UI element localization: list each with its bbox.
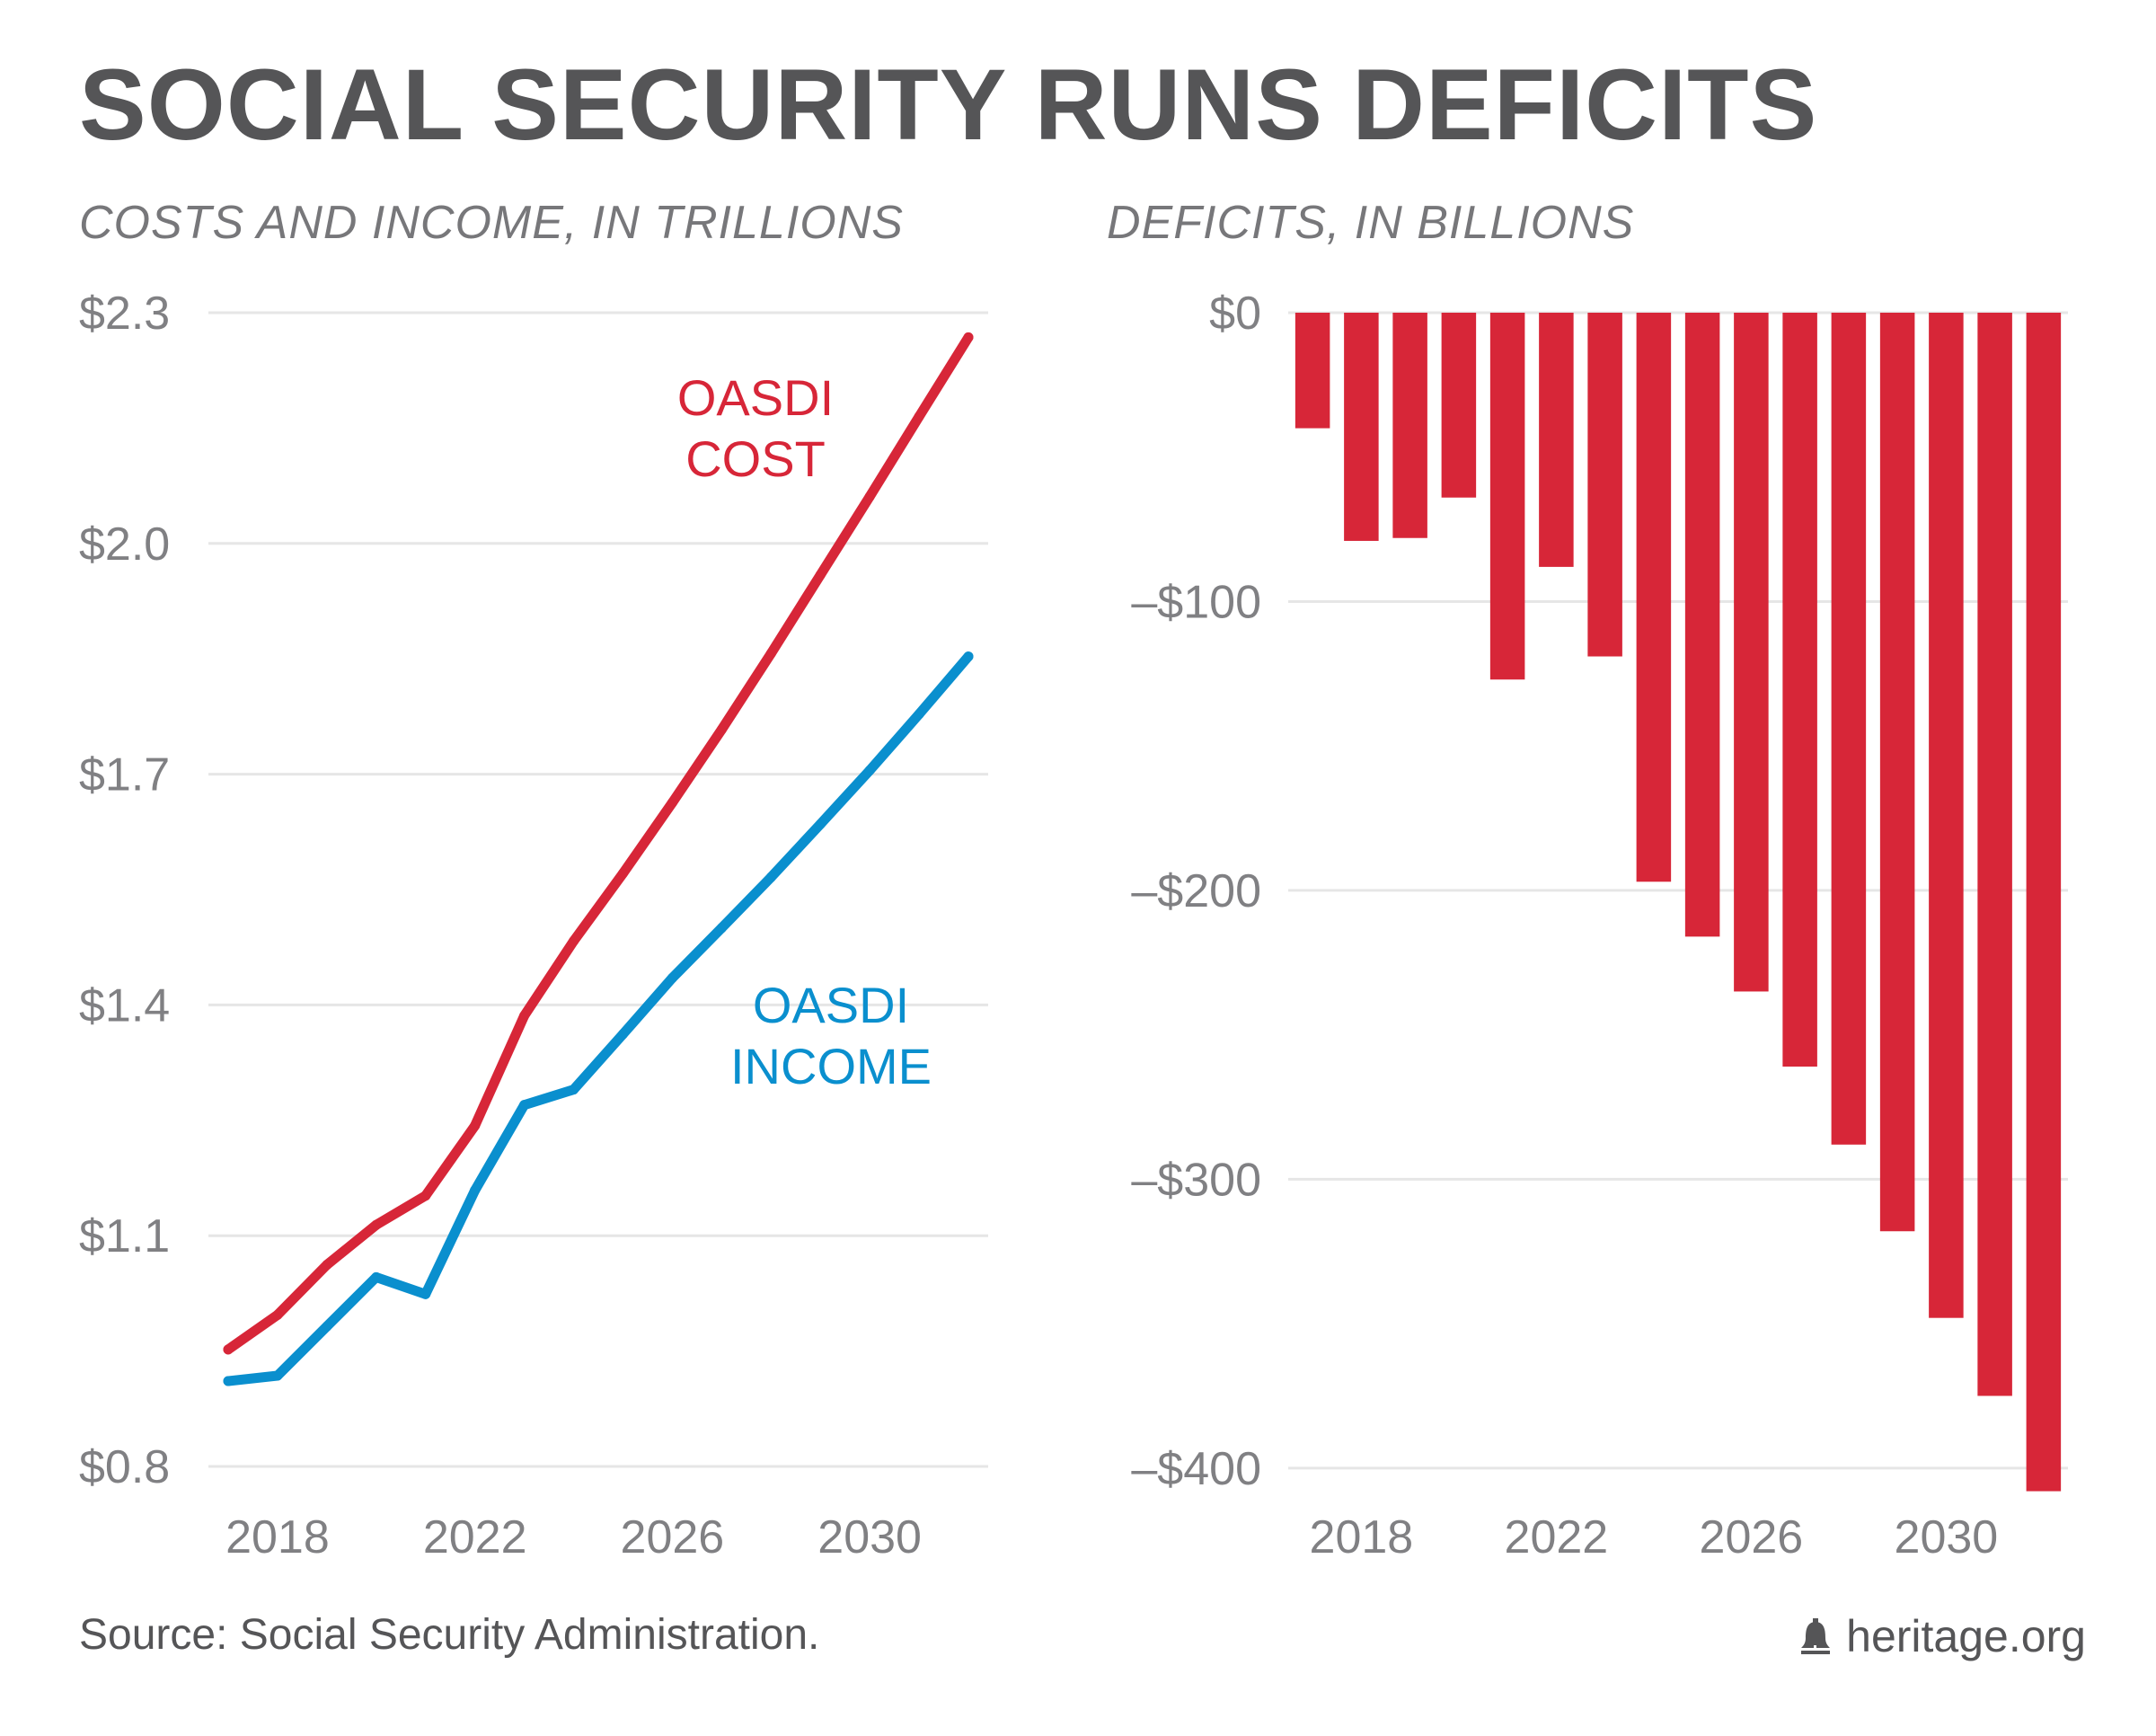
income-point xyxy=(272,1370,283,1381)
cost-point xyxy=(765,648,776,659)
y-tick-label: $2.0 xyxy=(79,518,170,571)
deficit-bar xyxy=(1929,313,1964,1318)
cost-series-line xyxy=(223,332,974,1355)
cost-point xyxy=(617,868,628,879)
y-tick-label: $0 xyxy=(1209,288,1261,340)
income-point xyxy=(864,765,875,775)
cost-point xyxy=(569,935,579,946)
deficit-bar xyxy=(1977,313,2012,1396)
income-point xyxy=(322,1321,332,1332)
cost-series-label: OASDI xyxy=(677,369,834,426)
income-point xyxy=(569,1085,579,1095)
deficit-bar xyxy=(1344,313,1379,541)
income-point xyxy=(963,651,974,662)
income-point xyxy=(371,1271,382,1282)
deficit-bar xyxy=(2026,313,2062,1492)
y-tick-label: $1.1 xyxy=(79,1210,170,1262)
income-series-line xyxy=(223,651,974,1386)
income-point xyxy=(815,819,826,829)
cost-point xyxy=(272,1309,283,1320)
income-point xyxy=(716,923,727,934)
y-tick-label: –$100 xyxy=(1131,576,1261,628)
deficit-bar xyxy=(1441,313,1477,498)
cost-point xyxy=(470,1120,481,1131)
deficit-bar xyxy=(1782,313,1817,1067)
x-tick-label: 2026 xyxy=(621,1511,725,1563)
x-tick-label: 2022 xyxy=(1505,1511,1609,1563)
x-tick-label: 2026 xyxy=(1700,1511,1804,1563)
brand-label: heritage.org xyxy=(1846,1611,2086,1661)
deficit-bar xyxy=(1636,313,1672,882)
cost-point xyxy=(815,570,826,580)
brand[interactable]: heritage.org xyxy=(1799,1610,2086,1662)
x-tick-label: 2030 xyxy=(1895,1511,1999,1563)
deficit-bar xyxy=(1684,313,1720,937)
cost-point xyxy=(371,1219,382,1230)
cost-point xyxy=(963,332,974,342)
y-tick-label: $1.7 xyxy=(79,749,170,802)
x-tick-label: 2030 xyxy=(817,1511,922,1563)
income-point xyxy=(223,1376,234,1386)
y-tick-label: $1.4 xyxy=(79,979,170,1032)
cost-point xyxy=(322,1260,332,1271)
income-point xyxy=(617,1029,628,1040)
income-point xyxy=(470,1185,481,1196)
deficit-bar xyxy=(1489,313,1525,680)
deficit-bar xyxy=(1539,313,1574,567)
deficit-bar xyxy=(1734,313,1769,992)
x-tick-label: 2022 xyxy=(423,1511,527,1563)
income-point xyxy=(765,872,776,882)
right-chart-title: DEFICITS, IN BILLIONS xyxy=(1107,197,1635,249)
income-point xyxy=(420,1289,431,1299)
y-tick-label: –$400 xyxy=(1131,1443,1261,1495)
liberty-bell-icon xyxy=(1801,1618,1831,1654)
cost-series-label: COST xyxy=(685,430,826,487)
y-tick-label: $2.3 xyxy=(79,288,170,340)
income-series-label: INCOME xyxy=(730,1038,932,1094)
deficit-bar xyxy=(1294,313,1330,429)
income-point xyxy=(519,1100,530,1111)
cost-point xyxy=(864,492,875,502)
deficit-bar xyxy=(1587,313,1622,657)
deficit-bar xyxy=(1392,313,1427,538)
y-tick-label: –$200 xyxy=(1131,865,1261,917)
y-tick-label: –$300 xyxy=(1131,1154,1261,1206)
cost-point xyxy=(716,724,727,735)
x-tick-label: 2018 xyxy=(1310,1511,1414,1563)
y-tick-label: $0.8 xyxy=(79,1441,170,1493)
deficit-bar xyxy=(1831,313,1867,1145)
cost-point xyxy=(420,1191,431,1201)
income-point xyxy=(914,709,924,720)
deficit-bar xyxy=(1879,313,1915,1232)
page-title: SOCIAL SECURITY RUNS DEFICITS xyxy=(79,49,1818,161)
deficits-bar-chart: $0 –$100 –$200 –$300 –$400 2018 2022 2026 2030 xyxy=(1131,288,2068,1563)
x-tick-label: 2018 xyxy=(225,1511,330,1563)
cost-point xyxy=(667,797,677,808)
cost-point xyxy=(914,412,924,422)
source-note: Source: Social Security Administration. xyxy=(79,1611,820,1659)
cost-point xyxy=(223,1344,234,1355)
income-series-label: OASDI xyxy=(753,977,909,1033)
income-point xyxy=(667,972,677,983)
cost-point xyxy=(519,1010,530,1021)
costs-income-line-chart: $0.8 $1.1 $1.4 $1.7 $2.0 $2.3 2018 2022 2026 2030… xyxy=(79,288,988,1563)
left-chart-title: COSTS AND INCOME, IN TRILLIONS xyxy=(79,197,904,249)
